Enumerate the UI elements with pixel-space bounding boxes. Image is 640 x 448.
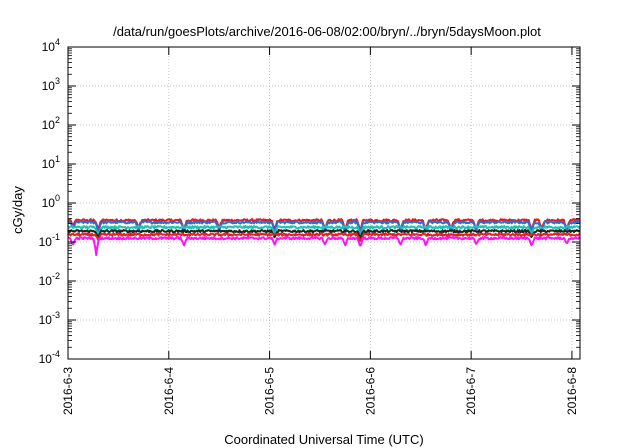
chart-title: /data/run/goesPlots/archive/2016-06-08/0…: [113, 24, 541, 39]
x-axis-label: Coordinated Universal Time (UTC): [224, 432, 423, 447]
y-axis-label: cGy/day: [10, 186, 25, 234]
x-tick-label: 2016-6-4: [162, 367, 176, 415]
y-tick-label: 103: [42, 76, 60, 93]
y-tick-label: 104: [42, 37, 60, 54]
y-tick-label: 10-2: [39, 271, 60, 288]
data-series: [67, 218, 581, 256]
y-tick-label: 101: [42, 154, 60, 171]
x-tick-label: 2016-6-7: [464, 367, 478, 415]
series-line: [67, 236, 581, 256]
y-tick-label: 100: [42, 193, 60, 210]
x-tick-label: 2016-6-5: [263, 367, 277, 415]
x-tick-label: 2016-6-6: [363, 367, 377, 415]
y-tick-label: 10-3: [39, 310, 60, 327]
y-tick-label: 10-1: [39, 232, 60, 249]
y-tick-label: 102: [42, 115, 60, 132]
grid-lines: [68, 47, 580, 359]
x-tick-label: 2016-6-3: [61, 367, 75, 415]
plot-frame: [67, 46, 581, 360]
series-line: [67, 229, 581, 239]
x-tick-label: 2016-6-8: [565, 367, 579, 415]
y-tick-label: 10-4: [39, 349, 60, 366]
series-line: [67, 225, 581, 236]
series-line: [67, 232, 581, 242]
